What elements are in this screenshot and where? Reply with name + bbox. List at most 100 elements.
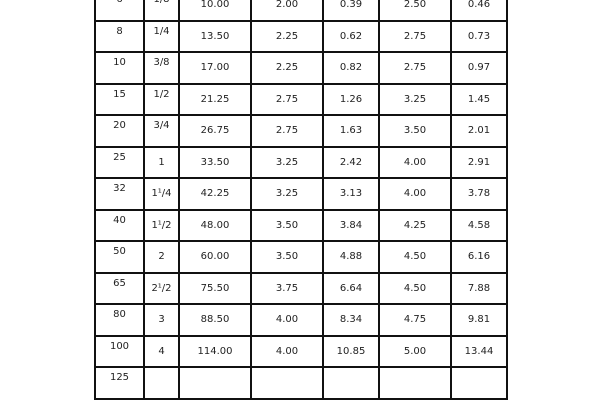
table-cell: 0.46 (450, 0, 508, 22)
table-cell: 2.01 (450, 114, 508, 148)
table-cell: 125 (94, 366, 145, 400)
table-cell: 40 (94, 208, 145, 242)
table-cell: 2.25 (250, 19, 324, 53)
table-cell: 114.00 (178, 334, 252, 368)
table-cell: 3.50 (250, 208, 324, 242)
table-cell: 2.50 (378, 0, 452, 22)
table-row: 80 3 88.50 4.00 8.34 4.75 9.81 (94, 303, 508, 337)
table-cell: 25 (94, 145, 145, 179)
table-cell: 8.34 (322, 303, 380, 337)
table-cell: 80 (94, 303, 145, 337)
table-cell: 4.50 (378, 240, 452, 274)
table-cell: 75.50 (178, 271, 252, 305)
table-cell (378, 366, 452, 400)
table-cell: 3.78 (450, 177, 508, 211)
table-cell: 0.82 (322, 51, 380, 85)
table-cell: 15 (94, 82, 145, 116)
table-cell: 2.75 (378, 51, 452, 85)
table-row: 25 1 33.50 3.25 2.42 4.00 2.91 (94, 145, 508, 179)
table-cell: 2¹/2 (143, 271, 180, 305)
table-cell: 4.00 (250, 303, 324, 337)
table-cell: 1/8 (143, 0, 180, 22)
table-cell: 2.91 (450, 145, 508, 179)
table-cell: 3/8 (143, 51, 180, 85)
table-row: 100 4 114.00 4.00 10.85 5.00 13.44 (94, 334, 508, 368)
table-cell: 48.00 (178, 208, 252, 242)
table-cell: 0.73 (450, 19, 508, 53)
table-cell: 6.16 (450, 240, 508, 274)
table-cell: 1¹/4 (143, 177, 180, 211)
table-cell: 2.42 (322, 145, 380, 179)
table-cell: 10.85 (322, 334, 380, 368)
table-cell: 1/2 (143, 82, 180, 116)
table-cell: 6.64 (322, 271, 380, 305)
table-cell: 2.75 (250, 82, 324, 116)
table-cell: 4.00 (378, 145, 452, 179)
table-cell: 3.25 (378, 82, 452, 116)
table-row: 32 1¹/4 42.25 3.25 3.13 4.00 3.78 (94, 177, 508, 211)
table-cell: 65 (94, 271, 145, 305)
table-cell: 2.75 (378, 19, 452, 53)
table-cell: 42.25 (178, 177, 252, 211)
table-cell: 3 (143, 303, 180, 337)
table-cell: 3.50 (250, 240, 324, 274)
table-cell: 2.25 (250, 51, 324, 85)
table-cell: 21.25 (178, 82, 252, 116)
table-cell: 4 (143, 334, 180, 368)
table-cell: 1/4 (143, 19, 180, 53)
table-row: 10 3/8 17.00 2.25 0.82 2.75 0.97 (94, 51, 508, 85)
table-cell: 0.97 (450, 51, 508, 85)
table-cell: 17.00 (178, 51, 252, 85)
table-cell: 4.00 (250, 334, 324, 368)
table-cell: 32 (94, 177, 145, 211)
table-row: 61/810.002.000.392.500.46 (94, 0, 508, 22)
table-cell: 3.84 (322, 208, 380, 242)
table-cell: 4.50 (378, 271, 452, 305)
table-cell (143, 366, 180, 400)
table-cell: 26.75 (178, 114, 252, 148)
table-cell: 13.44 (450, 334, 508, 368)
table-cell: 4.25 (378, 208, 452, 242)
table-cell: 10 (94, 51, 145, 85)
table-cell: 2.75 (250, 114, 324, 148)
table-cell: 1.26 (322, 82, 380, 116)
table-cell: 3.75 (250, 271, 324, 305)
table-cell (250, 366, 324, 400)
table-row: 20 3/4 26.75 2.75 1.63 3.50 2.01 (94, 114, 508, 148)
table-row: 65 2¹/2 75.50 3.75 6.64 4.50 7.88 (94, 271, 508, 305)
table-cell: 3.25 (250, 145, 324, 179)
table-cell: 4.00 (378, 177, 452, 211)
table-cell: 4.75 (378, 303, 452, 337)
table-cell: 3.13 (322, 177, 380, 211)
table-cell: 88.50 (178, 303, 252, 337)
table-row: 15 1/2 21.25 2.75 1.26 3.25 1.45 (94, 82, 508, 116)
table-cell: 7.88 (450, 271, 508, 305)
table-cell (322, 366, 380, 400)
table-cell: 4.88 (322, 240, 380, 274)
table-row: 40 1¹/2 48.00 3.50 3.84 4.25 4.58 (94, 208, 508, 242)
table-cell: 20 (94, 114, 145, 148)
table-row: 8 1/4 13.50 2.25 0.62 2.75 0.73 (94, 19, 508, 53)
table-cell: 5.00 (378, 334, 452, 368)
table-cell: 9.81 (450, 303, 508, 337)
table-cell: 3.25 (250, 177, 324, 211)
table-cell: 6 (94, 0, 145, 22)
table-cell (178, 366, 252, 400)
table-cell: 1 (143, 145, 180, 179)
pipe-dimensions-table: 61/810.002.000.392.500.4681/413.502.250.… (94, 0, 508, 400)
table-cell: 60.00 (178, 240, 252, 274)
table-cell: 3/4 (143, 114, 180, 148)
table-cell: 4.58 (450, 208, 508, 242)
table-cell (450, 366, 508, 400)
table-cell: 100 (94, 334, 145, 368)
table-cell: 2.00 (250, 0, 324, 22)
table-cell: 50 (94, 240, 145, 274)
table-cell: 10.00 (178, 0, 252, 22)
table-cell: 1.45 (450, 82, 508, 116)
table-row: 50 2 60.00 3.50 4.88 4.50 6.16 (94, 240, 508, 274)
table-cell: 3.50 (378, 114, 452, 148)
table-cell: 0.39 (322, 0, 380, 22)
table-cell: 8 (94, 19, 145, 53)
table-row: 125 (94, 366, 508, 400)
table-cell: 1¹/2 (143, 208, 180, 242)
